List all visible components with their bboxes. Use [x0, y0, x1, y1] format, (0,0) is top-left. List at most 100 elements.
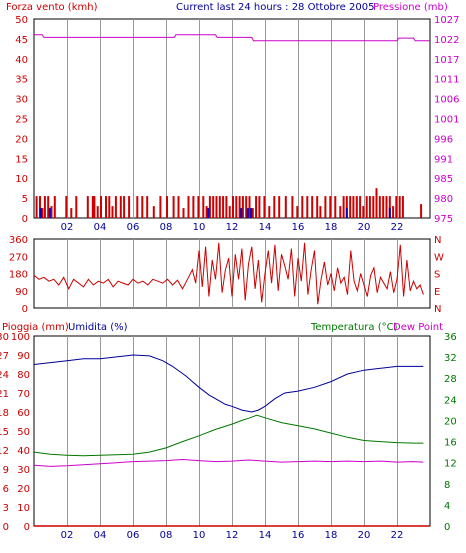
wind-speed-bar [392, 206, 395, 218]
wind-speed-bar [41, 208, 44, 218]
wind-speed-bar [319, 206, 322, 218]
wind-speed-bar [152, 206, 155, 218]
wind-gust-bar [246, 208, 249, 218]
wind-speed-tick-5: 5 [22, 194, 28, 205]
wind-speed-bar [177, 196, 180, 218]
climate-panel-x-tick-12: 12 [226, 530, 239, 541]
direction-label-4: N [434, 304, 441, 315]
wind-speed-bar [215, 196, 218, 218]
wind-speed-bar [375, 188, 378, 218]
humidity-tick-30: 30 [17, 465, 30, 476]
wind-speed-bar [355, 196, 358, 218]
humidity-tick-70: 70 [17, 389, 30, 400]
climate-panel-x-tick-02: 02 [61, 530, 74, 541]
wind-speed-bar [395, 196, 398, 218]
wind-speed-tick-45: 45 [15, 35, 28, 46]
wind-speed-bar [182, 208, 185, 218]
wind-gust-bar [39, 208, 42, 218]
wind-speed-bar [255, 196, 258, 218]
wind-speed-bar [141, 196, 144, 218]
wind-speed-bar [172, 196, 175, 218]
wind-speed-bar [291, 196, 294, 218]
wind-speed-bar [53, 196, 56, 218]
rain-tick-15: 15 [0, 427, 9, 438]
pressure-tick-1022: 1022 [434, 35, 459, 46]
wind-speed-bar [278, 196, 281, 218]
wind-direction-line [33, 242, 424, 305]
wind-speed-bar [339, 206, 342, 218]
wind-panel-x-tick-12: 12 [226, 222, 239, 233]
wind-panel-x-tick-18: 18 [325, 222, 338, 233]
wind-speed-bar [368, 196, 371, 218]
wind-speed-bar [352, 196, 355, 218]
pressure-tick-1027: 1027 [434, 15, 459, 26]
wind-speed-bar [345, 196, 348, 218]
wind-speed-bar [43, 196, 46, 218]
wind-speed-bar [232, 196, 234, 218]
direction-tick-270: 270 [9, 252, 28, 263]
temperature-tick-28: 28 [444, 374, 457, 385]
pressure-tick-1006: 1006 [434, 95, 459, 106]
wind-speed-bar [334, 196, 337, 218]
climate-panel-x-tick-08: 08 [160, 530, 173, 541]
wind-speed-bar [39, 196, 41, 218]
wind-speed-bar [248, 196, 251, 218]
wind-speed-bar [222, 196, 225, 218]
rain-tick-18: 18 [0, 408, 9, 419]
pressure-tick-1001: 1001 [434, 115, 459, 126]
wind-speed-bar [205, 206, 208, 218]
wind-speed-bar [284, 196, 287, 218]
wind-panel-x-tick-04: 04 [94, 222, 107, 233]
climate-panel-x-tick-06: 06 [127, 530, 140, 541]
rain-tick-6: 6 [3, 484, 9, 495]
wind-panel-x-tick-16: 16 [292, 222, 305, 233]
wind-panel-x-tick-14: 14 [259, 222, 272, 233]
wind-panel-x-tick-08: 08 [160, 222, 173, 233]
wind-speed-axis-title: Forza vento (kmh) [6, 2, 98, 13]
temperature-tick-20: 20 [444, 416, 457, 427]
wind-speed-bar [70, 208, 73, 218]
humidity-axis-title: Umidita (%) [68, 322, 128, 333]
wind-speed-bar [241, 196, 244, 218]
wind-speed-bar [50, 206, 53, 218]
wind-speed-bar [306, 196, 309, 218]
temperature-tick-32: 32 [444, 353, 457, 364]
temperature-axis-title: Temperatura (°C) [310, 322, 398, 333]
wind-speed-tick-25: 25 [15, 115, 28, 126]
pressure-tick-1017: 1017 [434, 55, 459, 66]
rain-tick-21: 21 [0, 389, 9, 400]
humidity-tick-60: 60 [17, 408, 30, 419]
humidity-tick-10: 10 [17, 503, 30, 514]
temperature-tick-0: 0 [444, 522, 450, 533]
humidity-tick-20: 20 [17, 484, 30, 495]
rain-tick-27: 27 [0, 351, 9, 362]
wind-speed-bar [228, 206, 231, 218]
wind-panel-x-tick-22: 22 [391, 222, 404, 233]
rain-axis-title: Pioggia (mm) [2, 322, 69, 333]
wind-speed-bar [388, 196, 391, 218]
wind-gust-bar [388, 208, 391, 218]
wind-speed-bar [258, 196, 261, 218]
wind-speed-bar [86, 196, 89, 218]
wind-speed-tick-10: 10 [15, 174, 28, 185]
wind-speed-bar [166, 196, 168, 218]
wind-speed-bar [398, 196, 401, 218]
wind-gust-bar [207, 208, 210, 218]
wind-speed-bar [65, 196, 68, 218]
rain-tick-3: 3 [3, 503, 9, 514]
pressure-tick-975: 975 [434, 214, 453, 225]
temperature-tick-12: 12 [444, 459, 457, 470]
wind-panel-x-tick-10: 10 [193, 222, 206, 233]
wind-speed-bar [123, 196, 126, 218]
wind-speed-tick-15: 15 [15, 154, 28, 165]
wind-speed-bar [401, 196, 404, 218]
wind-speed-tick-30: 30 [15, 95, 28, 106]
wind-speed-bar [365, 196, 368, 218]
wind-speed-tick-40: 40 [15, 55, 28, 66]
wind-gust-bar [345, 208, 348, 218]
wind-speed-bar [251, 208, 254, 218]
wind-speed-tick-0: 0 [22, 214, 28, 225]
temperature-tick-24: 24 [444, 395, 457, 406]
direction-tick-90: 90 [15, 287, 28, 298]
